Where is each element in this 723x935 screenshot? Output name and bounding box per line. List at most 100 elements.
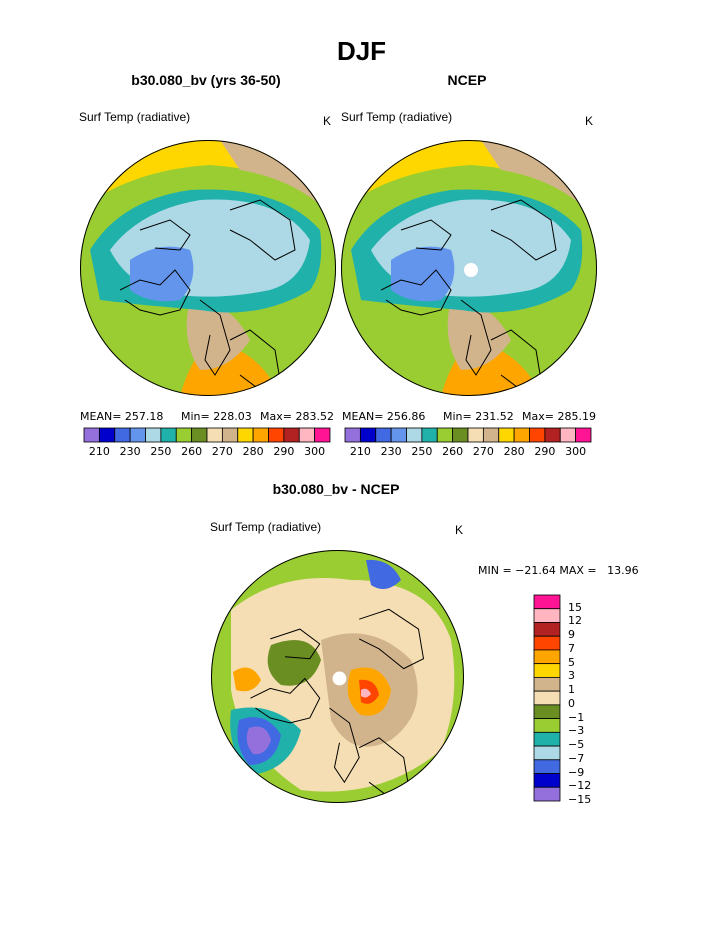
- colorbar-swatch-10: [498, 427, 515, 443]
- coastline-1: [460, 299, 492, 376]
- colorbar-tick-label: 210: [88, 445, 110, 458]
- colorbar-swatch-14: [298, 427, 316, 443]
- diff-colorbar-swatch-7: [533, 690, 561, 706]
- colorbar-swatch-8: [206, 427, 223, 443]
- panel3-colorbar: [533, 594, 561, 802]
- diff-colorbar-tick-label: −1: [568, 710, 585, 724]
- colorbar-swatch-13: [544, 427, 561, 443]
- coastline-3: [229, 199, 296, 261]
- colorbar-tick-label: 250: [411, 445, 433, 458]
- diff-northeast-cold-region: [366, 559, 401, 589]
- diff-coldest-region: [246, 726, 271, 755]
- colorbar-swatch-0: [83, 427, 100, 443]
- colorbar-swatch-7: [191, 427, 208, 443]
- panel3-variable-label: Surf Temp (radiative): [210, 520, 322, 534]
- diff-colorbar-tick-label: 7: [568, 641, 575, 655]
- coastline-0: [250, 677, 321, 724]
- colorbar-swatch-11: [252, 427, 269, 443]
- colorbar-tick-label: 270: [472, 445, 494, 458]
- colorbar-tick-label: 280: [503, 445, 525, 458]
- map-boundary: [80, 140, 336, 396]
- diff-colorbar-tick-label: −7: [568, 751, 585, 765]
- colorbar-tick-label: 300: [565, 445, 587, 458]
- panel2-title: NCEP: [447, 72, 487, 88]
- coastline-1: [199, 299, 231, 376]
- panel2-mean: MEAN= 256.86: [342, 410, 426, 423]
- colorbar-tick-label: 290: [534, 445, 556, 458]
- diff-peak-region: [361, 688, 371, 698]
- coastline-4: [139, 219, 191, 251]
- panel1-title: b30.080_bv (yrs 36-50): [131, 72, 281, 88]
- map-boundary: [341, 140, 597, 396]
- colorbar-swatch-4: [406, 427, 423, 443]
- coastline-4: [270, 628, 321, 660]
- colorbar-tick-label: 250: [150, 445, 172, 458]
- coastline-0: [380, 269, 452, 316]
- colorbar-swatch-12: [268, 427, 285, 443]
- diff-colorbar-tick-label: −5: [568, 738, 585, 752]
- diff-colorbar-swatch-10: [533, 731, 561, 747]
- colorbar-tick-label: 300: [304, 445, 326, 458]
- pole-missing-data: [464, 263, 478, 277]
- diff-colorbar-tick-label: 1: [568, 683, 575, 697]
- panel1-variable-label: Surf Temp (radiative): [79, 110, 191, 124]
- colorbar-swatch-7: [452, 427, 469, 443]
- colorbar-swatch-3: [129, 427, 146, 443]
- colorbar-swatch-2: [375, 427, 392, 443]
- colorbar-tick-label: 230: [119, 445, 141, 458]
- coastline-3: [358, 608, 425, 670]
- diff-colorbar-swatch-1: [533, 608, 561, 623]
- colorbar-swatch-6: [175, 427, 193, 443]
- map-boundary: [211, 550, 464, 803]
- diff-colorbar-tick-label: 15: [568, 600, 582, 614]
- colorbar-swatch-11: [513, 427, 530, 443]
- colorbar-swatch-2: [114, 427, 131, 443]
- diff-colorbar-swatch-11: [533, 745, 561, 761]
- colorbar-swatch-5: [421, 427, 438, 443]
- colorbar-swatch-8: [467, 427, 484, 443]
- colorbar-swatch-4: [145, 427, 162, 443]
- diff-colorbar-swatch-5: [533, 663, 561, 678]
- panel1-colorbar: [83, 427, 331, 443]
- panel3-minmax: MIN = −21.64 MAX = 13.96: [478, 564, 639, 577]
- colorbar-swatch-13: [283, 427, 300, 443]
- colorbar-tick-label: 290: [273, 445, 295, 458]
- panel2-units-label: K: [585, 114, 594, 128]
- diff-colorbar-tick-label: −12: [568, 779, 592, 793]
- diff-colorbar-tick-label: −9: [568, 765, 585, 779]
- colorbar-swatch-15: [314, 427, 331, 443]
- main-title: DJF: [336, 36, 387, 66]
- coastline-3: [490, 199, 557, 261]
- colorbar-swatch-5: [160, 427, 177, 443]
- colorbar-tick-label: 280: [242, 445, 264, 458]
- coastline-4: [400, 219, 452, 251]
- diff-colorbar-swatch-12: [533, 759, 561, 774]
- diff-colorbar-swatch-9: [533, 718, 561, 733]
- diff-colorbar-tick-label: −15: [568, 793, 592, 806]
- panel2-polar-map: [341, 140, 597, 396]
- diff-colorbar-swatch-4: [533, 649, 561, 665]
- panel3-polar-map: [211, 550, 464, 803]
- diff-colorbar-tick-label: 3: [568, 669, 575, 683]
- field-tan-south: [447, 300, 511, 370]
- colorbar-swatch-6: [436, 427, 454, 443]
- diff-slight-cool-region: [267, 640, 321, 686]
- colorbar-swatch-9: [221, 427, 239, 443]
- diff-colorbar-swatch-13: [533, 773, 561, 788]
- colorbar-swatch-15: [575, 427, 592, 443]
- colorbar-swatch-0: [344, 427, 361, 443]
- panel2-colorbar: [344, 427, 592, 443]
- panel1-polar-map: [80, 140, 336, 396]
- panel2-min: Min= 231.52: [443, 410, 514, 423]
- panel3-units-label: K: [455, 523, 464, 537]
- colorbar-tick-label: 260: [181, 445, 203, 458]
- panel1-units-label: K: [323, 114, 332, 128]
- diff-colorbar-swatch-2: [533, 622, 561, 637]
- diff-colorbar-tick-label: 9: [568, 628, 575, 642]
- diff-west-warm-region: [233, 667, 261, 692]
- diff-colorbar-tick-label: −3: [568, 724, 585, 738]
- panel3-title: b30.080_bv - NCEP: [272, 481, 400, 497]
- panel2-variable-label: Surf Temp (radiative): [341, 110, 453, 124]
- colorbar-swatch-9: [482, 427, 500, 443]
- panel1-min: Min= 228.03: [181, 410, 252, 423]
